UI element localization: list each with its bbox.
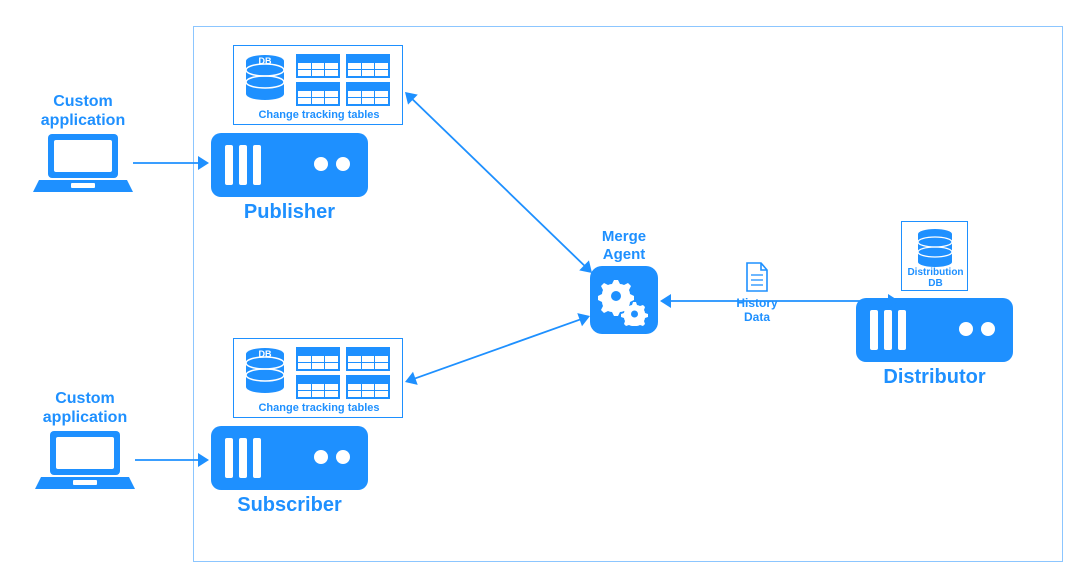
gears-icon xyxy=(598,274,650,326)
mini-table-icon xyxy=(346,82,390,106)
mini-table-icon xyxy=(296,54,340,78)
laptop-icon xyxy=(35,429,135,491)
merge-agent-label: MergeAgent xyxy=(590,228,658,264)
mini-table-icon xyxy=(296,347,340,371)
distributor-title: Distributor xyxy=(856,365,1013,389)
distributor-server xyxy=(856,298,1013,362)
publisher-annot-label: Change tracking tables xyxy=(234,109,404,122)
publisher-title: Publisher xyxy=(211,200,368,224)
laptop1 xyxy=(33,132,133,194)
history-doc-label: HistoryData xyxy=(724,296,790,325)
merge-agent xyxy=(590,266,658,334)
laptop2 xyxy=(35,429,135,491)
mini-table-icon xyxy=(296,375,340,399)
subscriber-server xyxy=(211,426,368,490)
database-icon: DB xyxy=(244,54,286,104)
laptop-icon xyxy=(33,132,133,194)
mini-table-icon xyxy=(296,82,340,106)
subscriber-db-icon: DB xyxy=(244,347,286,402)
subscriber-title: Subscriber xyxy=(211,493,368,517)
svg-text:DB: DB xyxy=(259,349,272,359)
mini-table-icon xyxy=(346,54,390,78)
document-icon xyxy=(745,262,769,292)
laptop2-label: Customapplication xyxy=(35,389,135,427)
history-doc-icon xyxy=(745,262,769,297)
diagram-canvas: Customapplication Customapplication xyxy=(0,0,1072,580)
mini-table-icon xyxy=(346,347,390,371)
database-icon xyxy=(916,228,954,270)
publisher-server xyxy=(211,133,368,197)
laptop1-label: Customapplication xyxy=(33,92,133,130)
svg-text:DB: DB xyxy=(259,56,272,66)
publisher-db-icon: DB xyxy=(244,54,286,109)
subscriber-annot-label: Change tracking tables xyxy=(234,402,404,415)
distributor-db-icon xyxy=(916,228,954,275)
mini-table-icon xyxy=(346,375,390,399)
database-icon: DB xyxy=(244,347,286,397)
